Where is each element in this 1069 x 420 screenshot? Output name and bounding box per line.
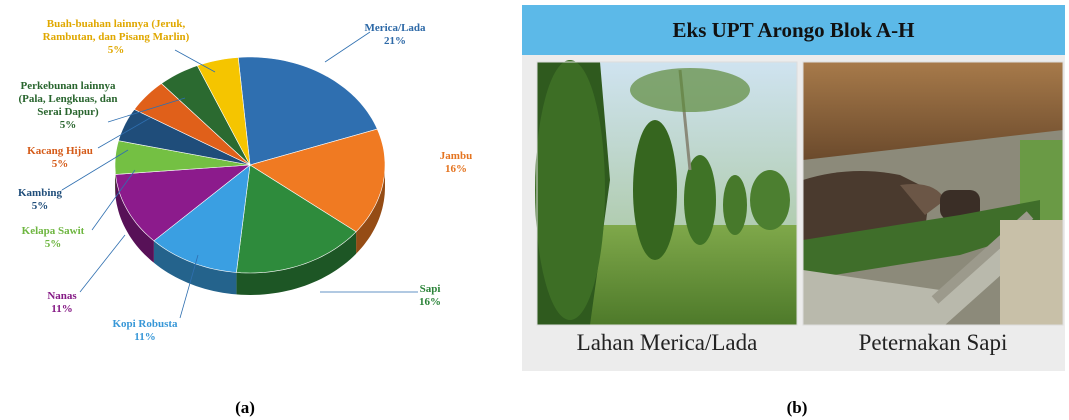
panel-b-title: Eks UPT Arongo Blok A-H — [522, 5, 1065, 55]
pie-label: Buah-buahan lainnya (Jeruk, Rambutan, da… — [31, 18, 201, 57]
category-label: Sapi — [400, 283, 460, 296]
category-label: Jambu — [426, 150, 486, 163]
category-label: Perkebunan lainnya (Pala, Lengkuas, dan … — [8, 80, 128, 119]
value-label: 5% — [15, 158, 105, 171]
panel-label: (b) — [787, 398, 808, 418]
value-label: 16% — [426, 163, 486, 176]
panel-label: (a) — [235, 398, 255, 418]
value-label: 11% — [32, 303, 92, 316]
photo-caption: Peternakan Sapi — [859, 330, 1008, 356]
category-label: Merica/Lada — [348, 22, 443, 35]
category-label: Kelapa Sawit — [8, 225, 98, 238]
pie-label: Perkebunan lainnya (Pala, Lengkuas, dan … — [8, 80, 128, 132]
photo-cattle — [803, 62, 1063, 325]
chart — [0, 0, 1069, 420]
category-label: Kacang Hijau — [15, 145, 105, 158]
figure: Eks UPT Arongo Blok A-H Lahan Merica/Lad… — [0, 0, 1069, 420]
value-label: 5% — [31, 44, 201, 57]
photo-pepper — [535, 60, 797, 325]
value-label: 16% — [400, 296, 460, 309]
category-label: Kambing — [5, 187, 75, 200]
category-label: Kopi Robusta — [100, 318, 190, 331]
value-label: 5% — [8, 119, 128, 132]
category-label: Nanas — [32, 290, 92, 303]
value-label: 11% — [100, 331, 190, 344]
value-label: 5% — [8, 238, 98, 251]
value-label: 21% — [348, 35, 443, 48]
value-label: 5% — [5, 200, 75, 213]
category-label: Buah-buahan lainnya (Jeruk, Rambutan, da… — [31, 18, 201, 44]
photo-caption: Lahan Merica/Lada — [577, 330, 758, 356]
